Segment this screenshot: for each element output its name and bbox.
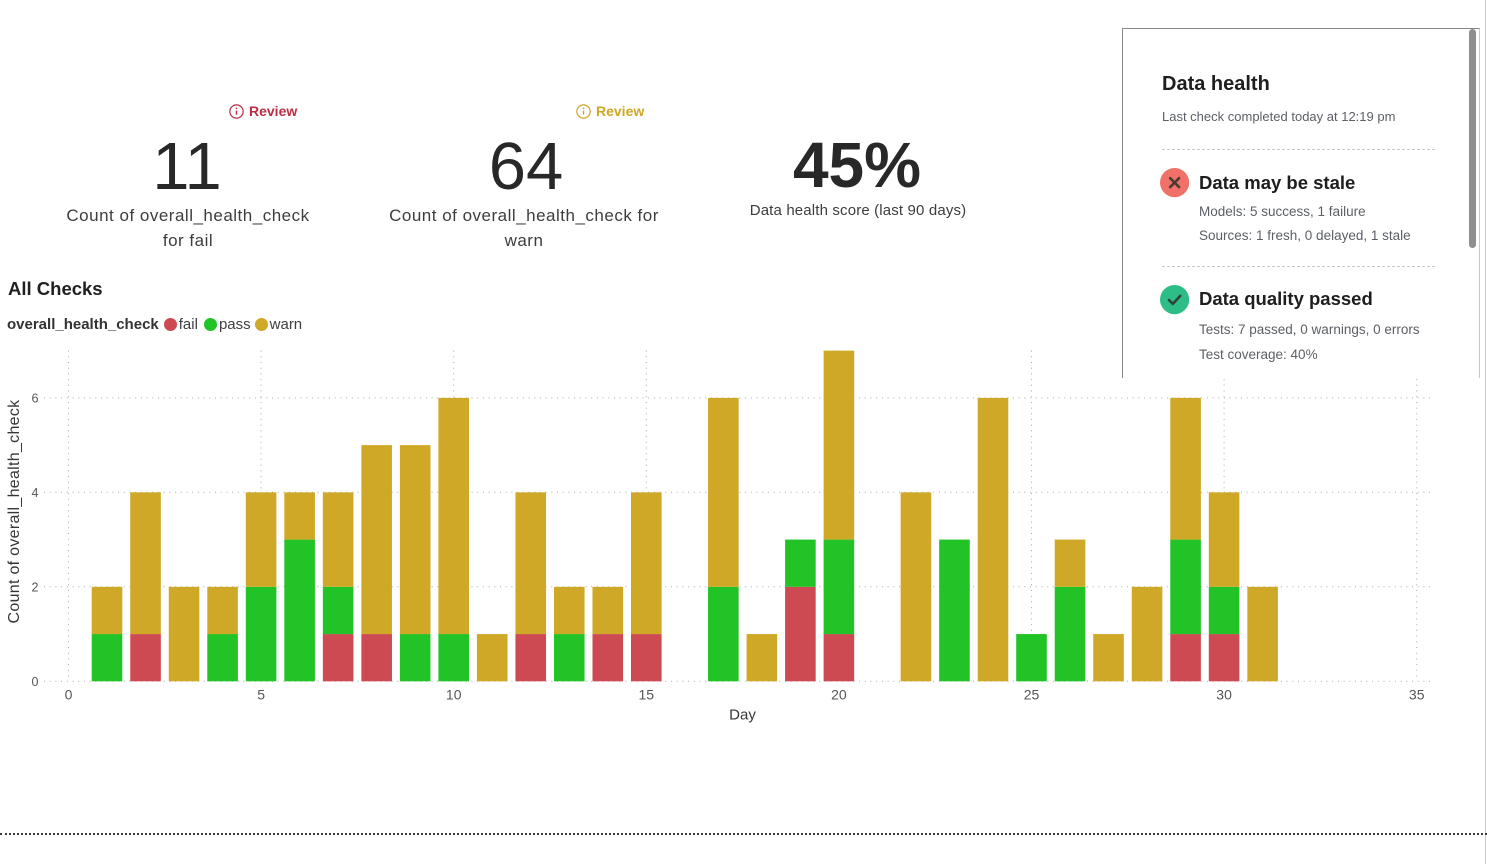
svg-text:30: 30 <box>1216 687 1232 703</box>
svg-text:0: 0 <box>32 675 39 689</box>
svg-text:15: 15 <box>639 687 655 703</box>
svg-text:Day: Day <box>729 707 756 724</box>
svg-text:5: 5 <box>257 687 265 703</box>
svg-text:25: 25 <box>1024 687 1040 703</box>
svg-text:10: 10 <box>446 687 462 703</box>
svg-text:2: 2 <box>32 580 39 594</box>
svg-text:35: 35 <box>1409 687 1425 703</box>
svg-text:4: 4 <box>32 486 39 500</box>
svg-text:0: 0 <box>65 687 73 703</box>
svg-text:6: 6 <box>32 391 39 405</box>
svg-text:20: 20 <box>831 687 847 703</box>
svg-text:Count of overall_health_check: Count of overall_health_check <box>6 399 23 624</box>
